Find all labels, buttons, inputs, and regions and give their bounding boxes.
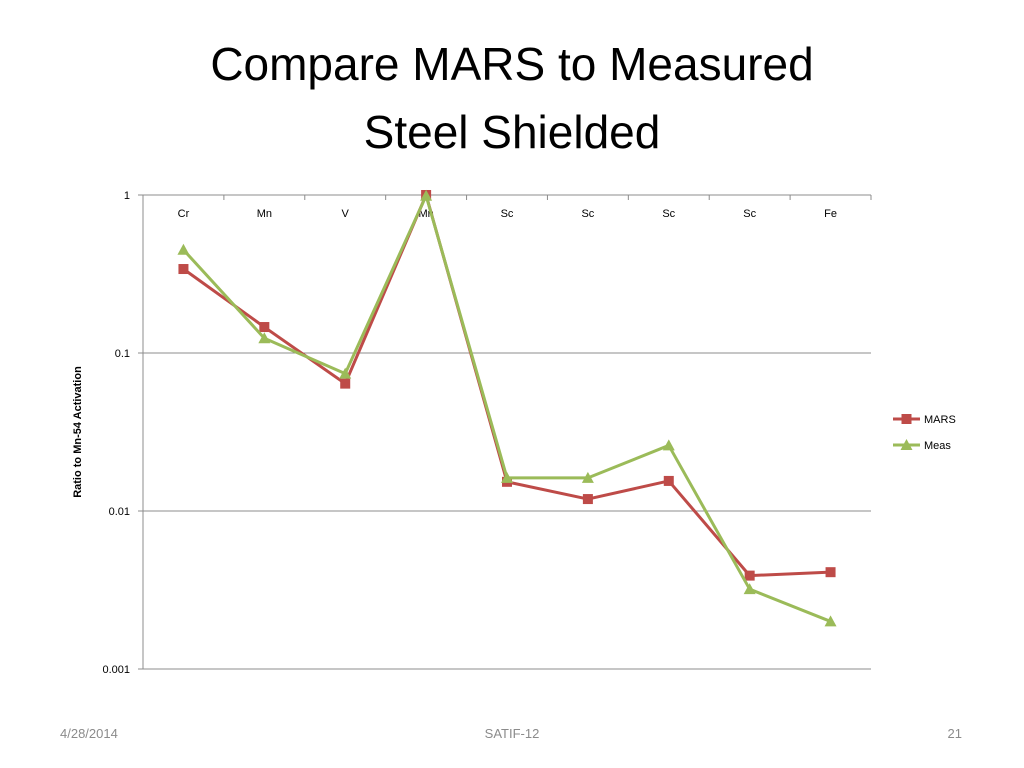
data-point [582,494,593,505]
data-point [339,367,352,379]
data-point [501,471,513,483]
x-tick-label: Fe [824,208,837,220]
data-point [824,615,837,627]
data-point [420,189,433,201]
y-tick-label: 1 [124,190,130,202]
x-tick-label: Mn [257,208,272,220]
data-point [662,439,675,451]
footer-center: SATIF-12 [485,726,540,741]
x-tick-label: Sc [581,208,594,220]
footer-date: 4/28/2014 [60,726,118,741]
y-tick-label: 0.001 [102,664,130,676]
data-point [663,475,674,486]
legend-marker [901,414,912,424]
data-point [581,471,594,483]
data-point [743,583,756,595]
y-axis-title: Ratio to Mn-54 Activation [72,366,84,498]
x-tick-label: Sc [501,208,514,220]
title-line: Compare MARS to Measured [210,38,813,90]
legend-label: MARS [924,414,956,426]
data-point [259,322,270,333]
x-tick-label: Cr [178,208,190,220]
x-tick-label: Sc [743,208,756,220]
data-point [258,332,271,344]
y-tick-label: 0.1 [115,348,130,360]
footer-page: 21 [948,726,962,741]
series-line [182,193,831,578]
x-tick-label: V [342,208,350,220]
data-point [825,567,836,578]
series-line [182,194,832,623]
legend-label: Meas [924,440,951,452]
title-line: Steel Shielded [364,106,661,158]
y-tick-label: 0.01 [109,506,130,518]
data-point [178,264,189,275]
data-point [744,570,755,581]
x-tick-label: Sc [662,208,675,220]
data-point [177,243,190,255]
data-point [340,378,351,389]
legend-marker [900,439,913,450]
